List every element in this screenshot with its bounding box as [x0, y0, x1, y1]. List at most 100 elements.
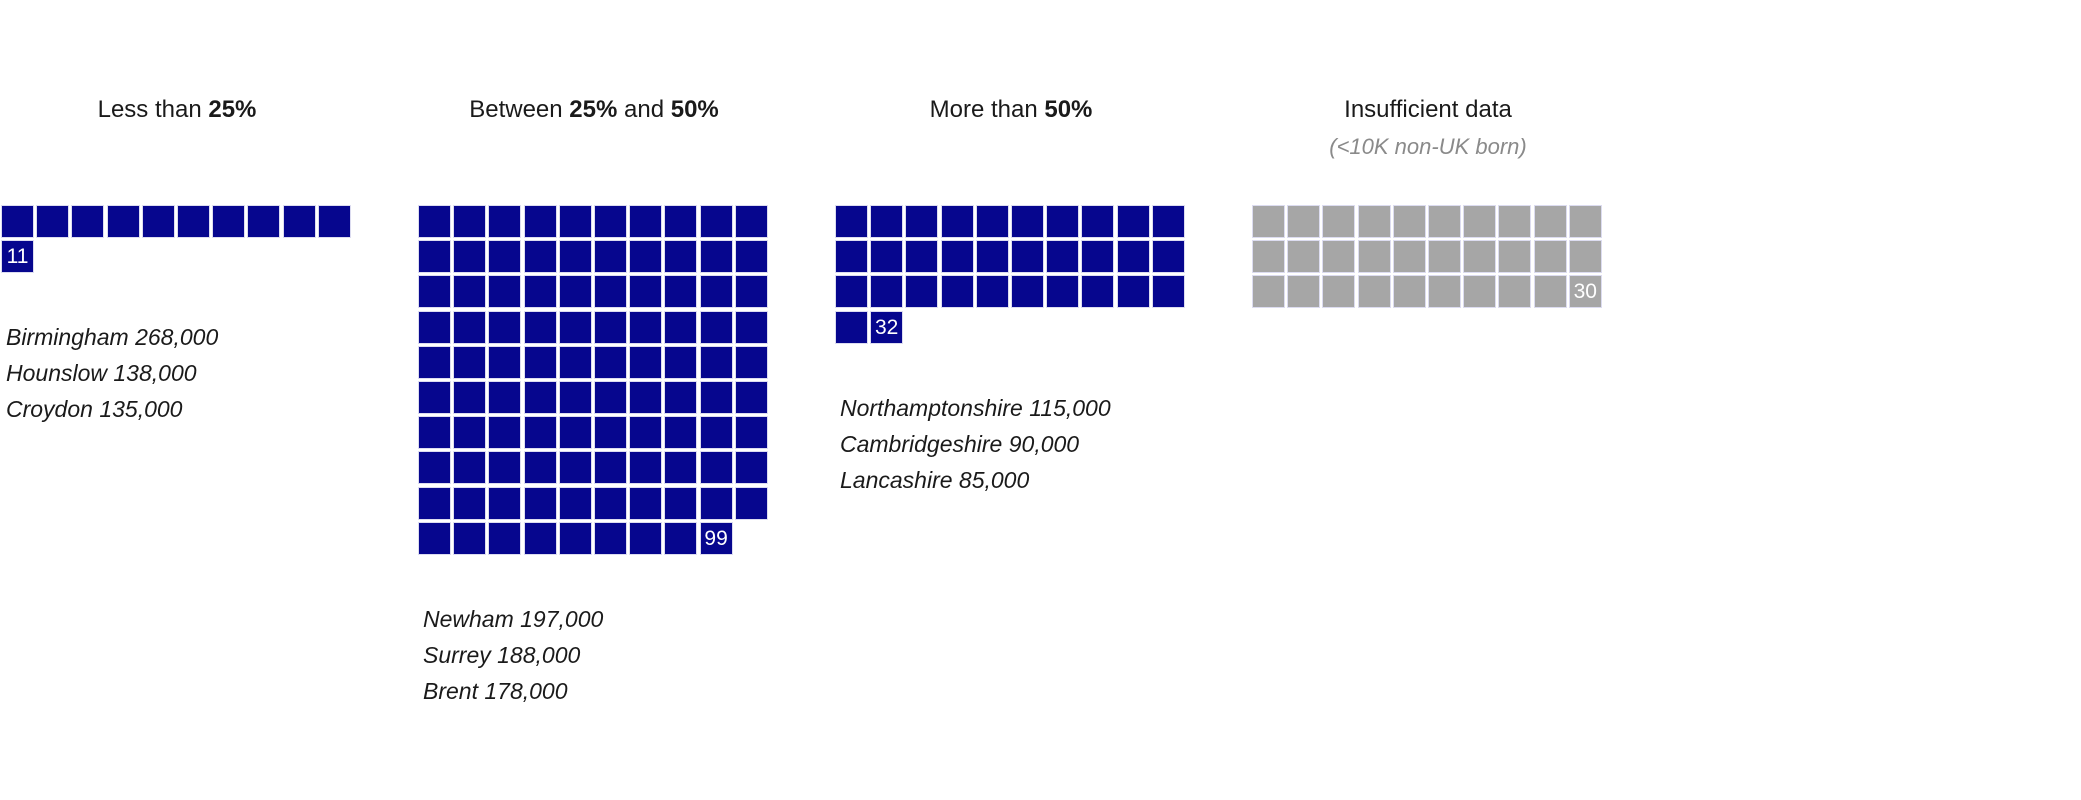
- waffle-cell: [1011, 240, 1044, 274]
- waffle-cell: [629, 345, 663, 379]
- example-item: Newham 197,000: [423, 606, 604, 632]
- waffle-cell: [734, 486, 768, 520]
- waffle-cell: [1568, 205, 1602, 238]
- waffle-cell: [1463, 240, 1497, 274]
- waffle-cell: [418, 240, 451, 274]
- waffle-cell: [141, 205, 175, 238]
- waffle-cell: [594, 451, 627, 485]
- waffle-cell: [1287, 240, 1321, 274]
- waffle-cell: [905, 205, 939, 238]
- waffle-cell: [1116, 205, 1150, 238]
- waffle-cell: [523, 521, 557, 555]
- waffle-cell: [1533, 275, 1567, 309]
- waffle-cell: [453, 486, 487, 520]
- waffle-cell: [870, 205, 904, 238]
- waffle-cell: [317, 205, 351, 238]
- waffle-cell: [488, 486, 522, 520]
- waffle-cell: [453, 310, 487, 344]
- waffle-cell: [488, 521, 522, 555]
- example-list: Newham 197,000 Surrey 188,000 Brent 178,00…: [423, 601, 823, 709]
- waffle-cell: [1046, 205, 1080, 238]
- waffle-cell: [664, 451, 698, 485]
- waffle-cell: [1046, 240, 1080, 274]
- waffle-cell: [664, 345, 698, 379]
- waffle-cell: [1151, 275, 1185, 309]
- waffle-cell: [699, 310, 733, 344]
- waffle-cell: [418, 275, 451, 309]
- example-item: Croydon 135,000: [6, 396, 183, 423]
- waffle-cell: [1, 240, 34, 274]
- waffle-cell: [558, 275, 592, 309]
- group-title-part: Insufficient data: [1344, 96, 1512, 123]
- waffle-cell: [1533, 205, 1567, 238]
- waffle-cell: [629, 240, 663, 274]
- waffle-cell: [1357, 275, 1391, 309]
- example-list: Birmingham 268,000 Hounslow 138,000 Croydo…: [6, 319, 406, 427]
- waffle-cell: [418, 381, 451, 414]
- waffle-cell: [1081, 240, 1115, 274]
- waffle-cell: [71, 205, 105, 238]
- count-label: 11: [6, 245, 29, 269]
- waffle-cell: [940, 205, 974, 238]
- waffle-cell: [106, 205, 140, 238]
- waffle-cell: [523, 240, 557, 274]
- waffle-cell: [664, 381, 698, 414]
- waffle-cell: [488, 345, 522, 379]
- waffle-cell: [558, 240, 592, 274]
- waffle-cell: [835, 240, 868, 274]
- waffle-cell: [523, 205, 557, 238]
- waffle-cell: [453, 205, 487, 238]
- example-item: Surrey 188,000: [423, 642, 581, 668]
- waffle-cell: [594, 381, 627, 414]
- waffle-cell: [870, 240, 904, 274]
- waffle-cell: [247, 205, 281, 238]
- group-title: Insufficient data: [1248, 96, 1608, 124]
- waffle-cell: [453, 345, 487, 379]
- waffle-cell: [418, 486, 451, 520]
- waffle-cell: [699, 275, 733, 309]
- waffle-cell: [558, 345, 592, 379]
- group-title-part: Less than: [97, 96, 209, 123]
- waffle-cell: [699, 381, 733, 414]
- group-title-part: 50%: [670, 96, 719, 123]
- group-title-part: 25%: [569, 96, 618, 123]
- waffle-cell: [629, 310, 663, 344]
- waffle-cell: [975, 205, 1009, 238]
- waffle-cell: [1498, 205, 1532, 238]
- waffle-cell: [629, 381, 663, 414]
- waffle-cell: [734, 275, 768, 309]
- waffle-cell: [1357, 205, 1391, 238]
- waffle-cell: [523, 275, 557, 309]
- waffle-cell: [664, 521, 698, 555]
- example-item: Lancashire 85,000: [840, 466, 1030, 493]
- waffle-cell: [523, 416, 557, 450]
- waffle-cell: [1287, 205, 1321, 238]
- waffle-cell: [558, 205, 592, 238]
- waffle-cell: [1428, 275, 1461, 309]
- waffle-cell: [699, 451, 733, 485]
- waffle-cell: [558, 381, 592, 414]
- example-item: Hounslow 138,000: [6, 360, 197, 387]
- waffle-cell: [1428, 240, 1461, 274]
- waffle-cell: [1252, 205, 1285, 238]
- example-item: Birmingham 268,000: [6, 324, 219, 351]
- waffle-cell: [418, 345, 451, 379]
- waffle-cell: [1498, 240, 1532, 274]
- waffle-cell: [1151, 205, 1185, 238]
- waffle-cell: [523, 451, 557, 485]
- waffle-cell: [488, 240, 522, 274]
- waffle-cell: [453, 381, 487, 414]
- waffle-cell: [1116, 275, 1150, 309]
- waffle-cell: [664, 275, 698, 309]
- waffle-cell: [453, 416, 487, 450]
- example-item: Northamptonshire 115,000: [840, 394, 1111, 421]
- waffle-cell: [629, 275, 663, 309]
- waffle-cell: [594, 205, 627, 238]
- waffle-cell: [734, 381, 768, 414]
- waffle-cell: [1252, 275, 1285, 309]
- waffle-cell: [629, 205, 663, 238]
- waffle-cell: [558, 486, 592, 520]
- waffle-cell: [699, 345, 733, 379]
- waffle-cell: [664, 310, 698, 344]
